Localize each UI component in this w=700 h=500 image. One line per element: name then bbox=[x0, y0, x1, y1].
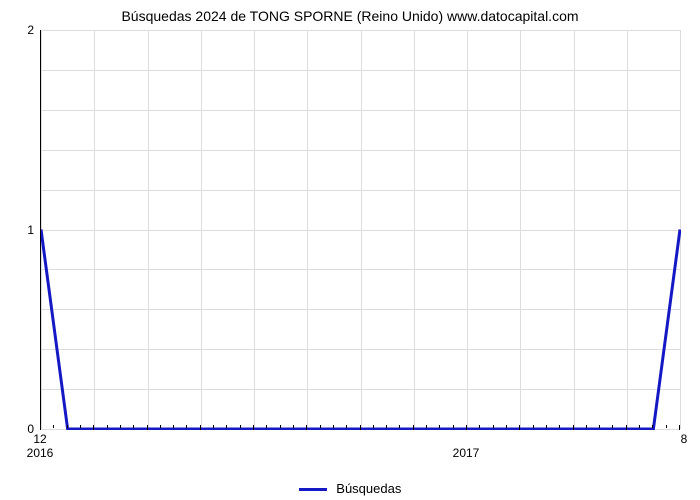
xtick-minor bbox=[107, 425, 108, 428]
xtick-minor bbox=[599, 425, 600, 428]
xtick bbox=[626, 425, 627, 430]
legend-swatch bbox=[299, 488, 327, 491]
chart-container: Búsquedas 2024 de TONG SPORNE (Reino Uni… bbox=[0, 0, 700, 500]
xtick-minor bbox=[386, 425, 387, 428]
xtick bbox=[519, 425, 520, 430]
xtick bbox=[679, 425, 680, 430]
xtick-minor bbox=[67, 425, 68, 428]
right-axis-label: 8 bbox=[681, 432, 688, 446]
xtick-minor bbox=[186, 425, 187, 428]
xtick bbox=[40, 425, 41, 430]
xtick-minor bbox=[612, 425, 613, 428]
xtick-minor bbox=[280, 425, 281, 428]
xtick-minor bbox=[652, 425, 653, 428]
xtick-minor bbox=[439, 425, 440, 428]
xtick-minor bbox=[320, 425, 321, 428]
xtick-minor bbox=[666, 425, 667, 428]
chart-title: Búsquedas 2024 de TONG SPORNE (Reino Uni… bbox=[0, 0, 700, 24]
xtick-left-top: 12 bbox=[33, 432, 46, 446]
ytick-label: 1 bbox=[27, 223, 34, 237]
xtick-minor bbox=[240, 425, 241, 428]
xtick bbox=[93, 425, 94, 430]
xtick-minor bbox=[226, 425, 227, 428]
ytick-label: 2 bbox=[27, 23, 34, 37]
xtick-minor bbox=[80, 425, 81, 428]
xtick-minor bbox=[533, 425, 534, 428]
plot-area bbox=[40, 30, 680, 430]
xtick-minor bbox=[546, 425, 547, 428]
xtick-minor bbox=[639, 425, 640, 428]
xtick bbox=[413, 425, 414, 430]
xtick-minor bbox=[213, 425, 214, 428]
xtick-minor bbox=[586, 425, 587, 428]
xtick-minor bbox=[493, 425, 494, 428]
xtick-minor bbox=[333, 425, 334, 428]
xtick-minor bbox=[506, 425, 507, 428]
xtick-minor bbox=[53, 425, 54, 428]
xtick-minor bbox=[293, 425, 294, 428]
xtick-minor bbox=[559, 425, 560, 428]
xtick-minor bbox=[479, 425, 480, 428]
xtick-minor bbox=[266, 425, 267, 428]
legend-label: Búsquedas bbox=[336, 481, 401, 496]
xtick bbox=[573, 425, 574, 430]
xtick bbox=[200, 425, 201, 430]
xtick-minor bbox=[133, 425, 134, 428]
xtick-minor bbox=[346, 425, 347, 428]
legend: Búsquedas bbox=[0, 481, 700, 496]
xtick bbox=[306, 425, 307, 430]
series-line bbox=[41, 30, 681, 430]
xtick bbox=[360, 425, 361, 430]
xtick bbox=[147, 425, 148, 430]
xtick-minor bbox=[426, 425, 427, 428]
xtick bbox=[253, 425, 254, 430]
xtick-minor bbox=[160, 425, 161, 428]
xtick-minor bbox=[120, 425, 121, 428]
xtick-minor bbox=[173, 425, 174, 428]
xtick bbox=[466, 425, 467, 430]
xtick-minor bbox=[399, 425, 400, 428]
xtick-minor bbox=[453, 425, 454, 428]
xtick-minor bbox=[373, 425, 374, 428]
year-label-left: 2016 bbox=[27, 446, 54, 460]
year-label-mid: 2017 bbox=[453, 446, 480, 460]
